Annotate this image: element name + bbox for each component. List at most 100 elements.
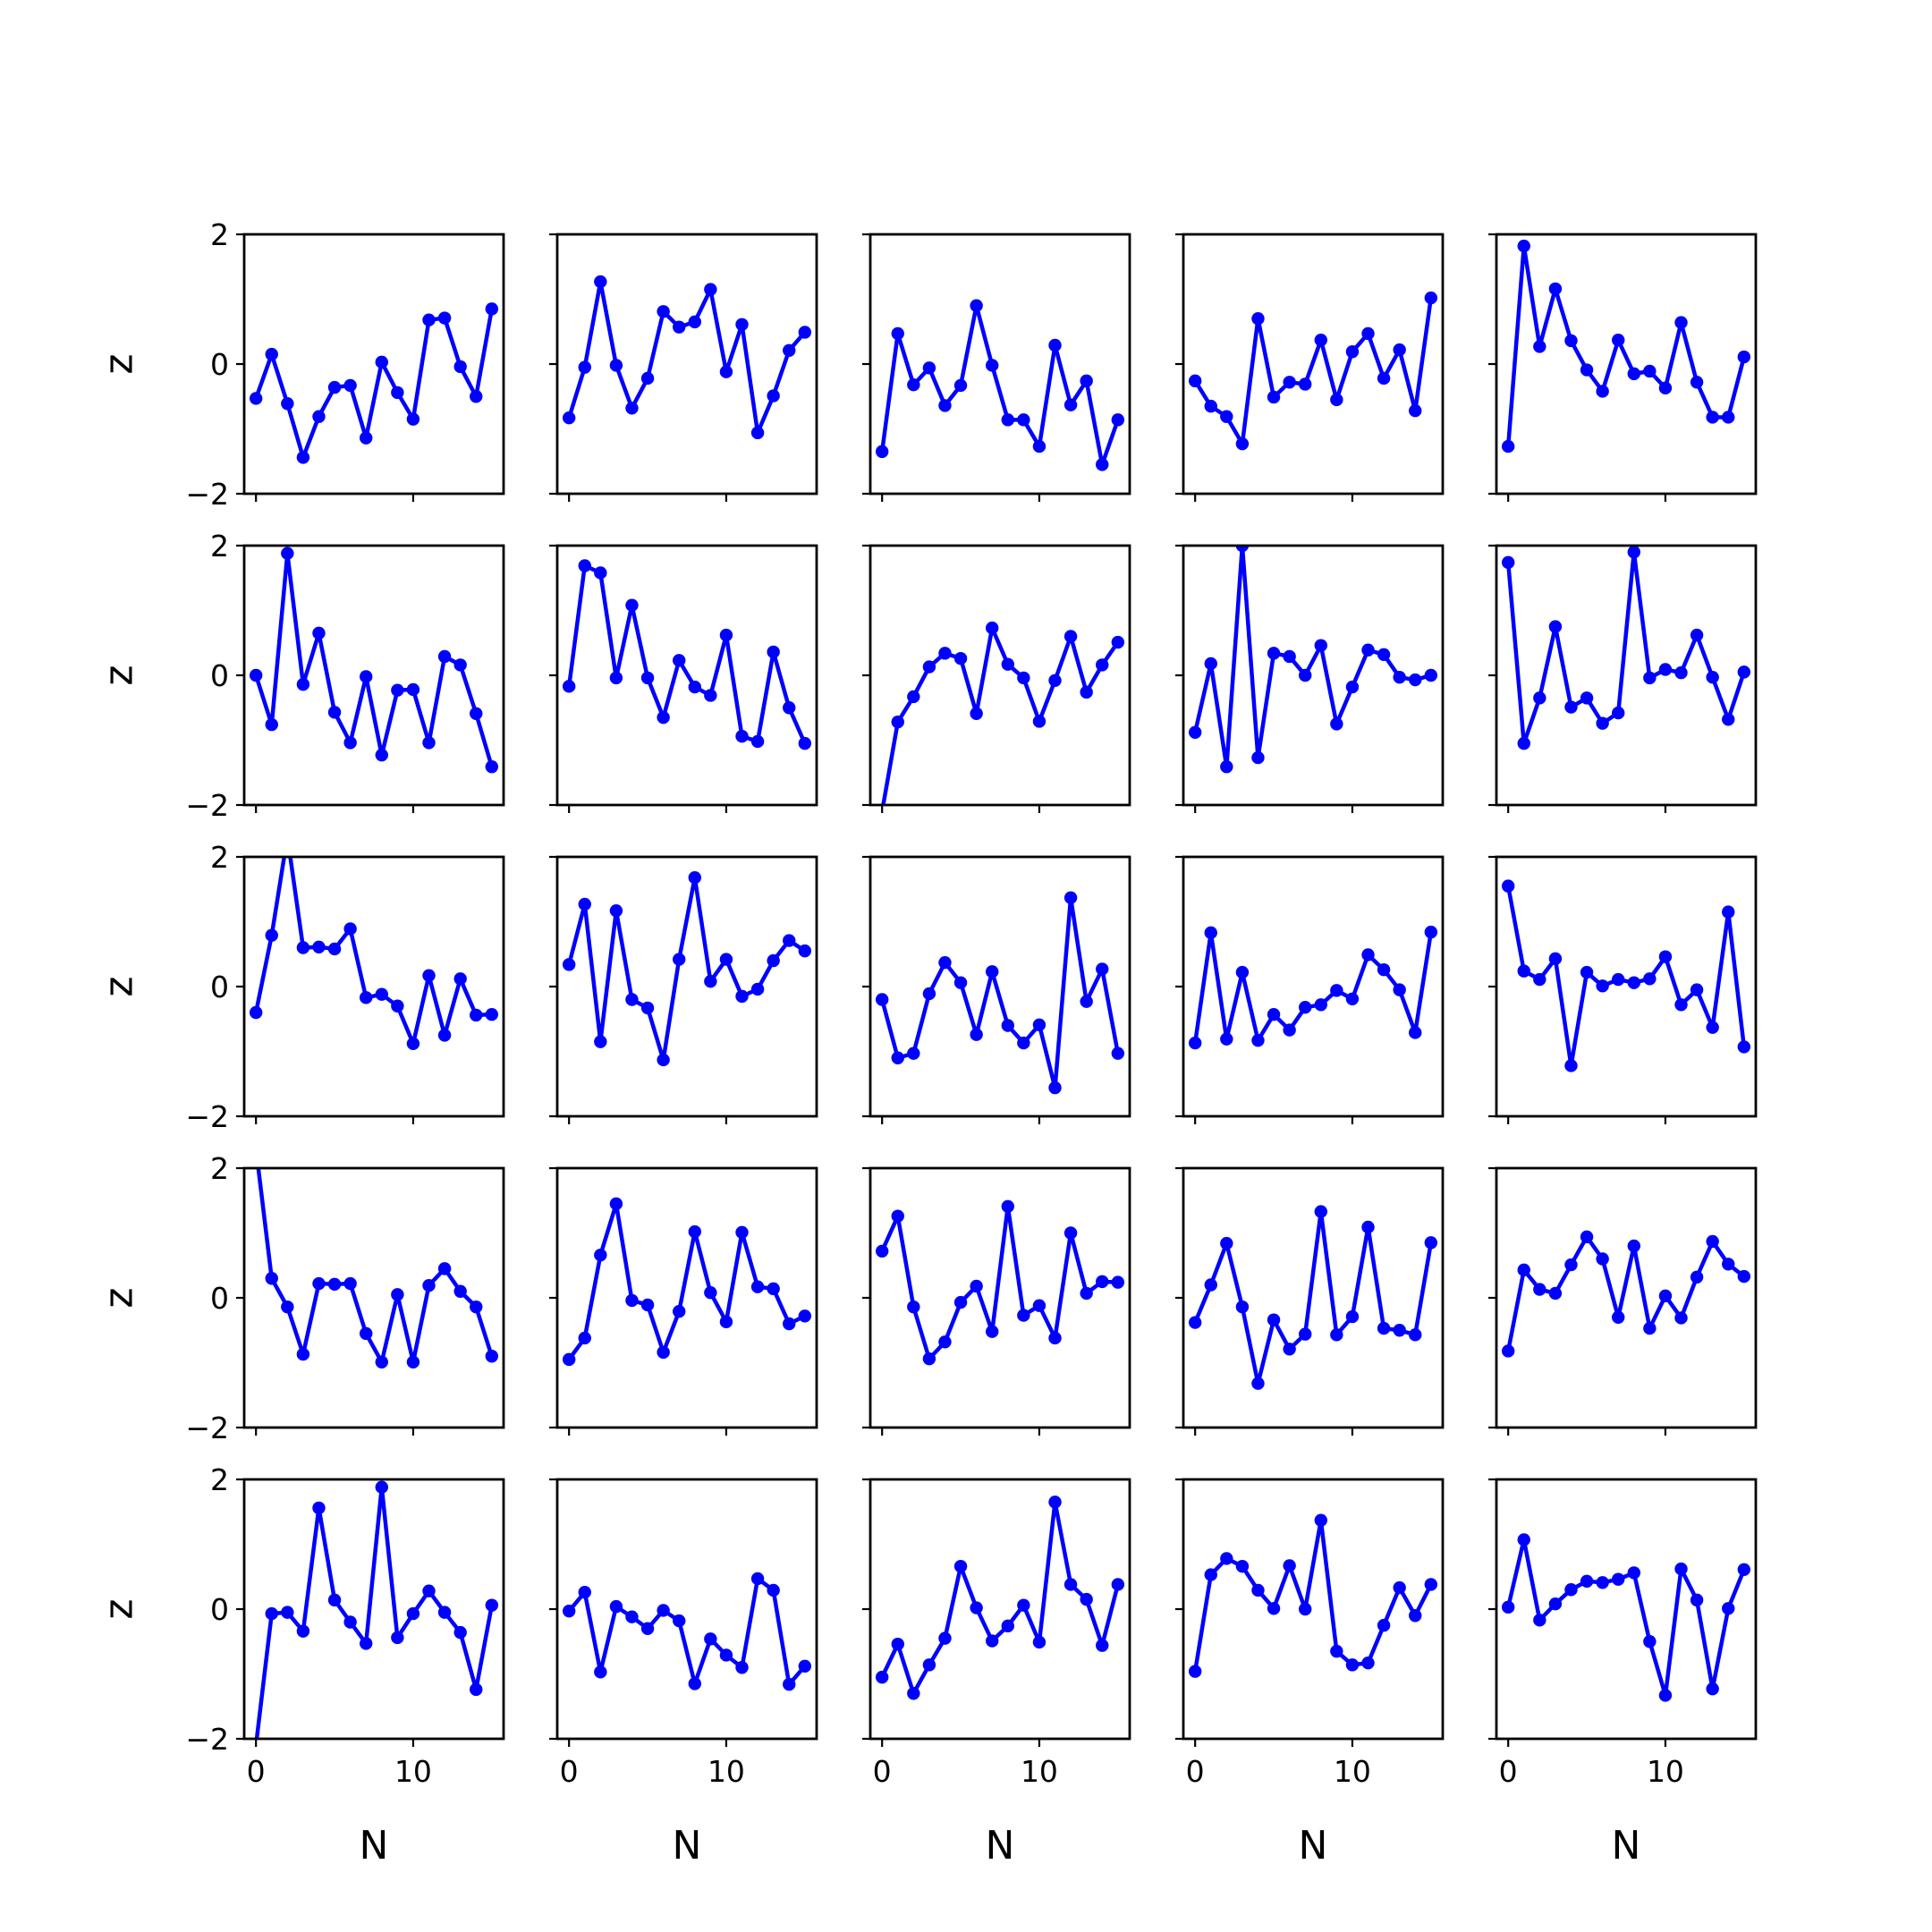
data-point	[281, 1606, 294, 1619]
data-point	[1674, 665, 1688, 680]
x-axis-label: N	[1612, 1823, 1641, 1868]
data-point	[485, 1598, 499, 1612]
x-tick-label: 10	[1647, 1754, 1684, 1789]
series-group	[1188, 546, 1438, 774]
data-point	[1658, 381, 1673, 395]
subplot-r5-c5: 0 10N	[1488, 1478, 1758, 1868]
data-point	[1001, 1019, 1014, 1032]
x-tick-label: 0	[560, 1754, 579, 1789]
data-point	[783, 343, 796, 357]
subplot-r5-c3: 0 10N	[862, 1478, 1131, 1868]
data-point	[1501, 439, 1515, 453]
data-point	[609, 1197, 623, 1211]
data-point	[1533, 972, 1546, 987]
data-point	[953, 651, 968, 665]
data-point	[891, 1051, 904, 1064]
data-point	[1330, 1328, 1343, 1342]
data-point	[938, 1335, 952, 1349]
data-point	[640, 1622, 655, 1635]
data-point	[1377, 371, 1391, 386]
data-point	[922, 987, 936, 1001]
x-tick-label: 0	[247, 1754, 266, 1789]
data-point	[970, 1028, 983, 1041]
data-point	[1722, 411, 1735, 424]
series-group	[1501, 239, 1751, 453]
series-line	[254, 1485, 495, 1739]
data-point	[422, 313, 436, 326]
data-point	[453, 360, 467, 374]
data-point	[1564, 700, 1578, 714]
data-point	[312, 1276, 326, 1291]
data-point	[1533, 340, 1546, 353]
data-point	[625, 402, 639, 415]
data-point	[986, 1325, 999, 1338]
data-point	[1548, 282, 1563, 296]
subplot-r4-c2	[549, 1166, 818, 1436]
data-point	[1032, 439, 1046, 453]
data-point	[1564, 334, 1578, 348]
y-tick-label: 0	[210, 347, 229, 382]
series-group	[249, 547, 499, 774]
data-point	[312, 410, 326, 423]
data-point	[640, 1001, 655, 1015]
data-point	[798, 1659, 812, 1674]
data-point	[1204, 1278, 1217, 1292]
data-point	[1080, 374, 1093, 388]
data-point	[688, 871, 701, 885]
data-point	[719, 365, 733, 378]
data-point	[1299, 377, 1312, 391]
axes-frame	[869, 855, 1131, 1118]
data-point	[1424, 925, 1438, 939]
data-point	[360, 1637, 373, 1650]
data-point	[1674, 998, 1688, 1012]
data-point	[327, 706, 342, 719]
data-point	[767, 953, 780, 968]
data-point	[1361, 1220, 1375, 1234]
data-point	[735, 729, 749, 743]
data-point	[1204, 399, 1217, 413]
data-point	[1080, 685, 1093, 699]
data-point	[1517, 964, 1530, 978]
data-point	[970, 707, 983, 720]
subplot-r2-c2	[549, 544, 818, 813]
data-point	[875, 993, 889, 1006]
data-point	[1111, 635, 1125, 649]
data-point	[1596, 1576, 1609, 1589]
data-point	[1032, 1018, 1046, 1031]
axes-frame	[869, 544, 1131, 807]
data-point	[719, 628, 733, 642]
data-point	[1564, 1258, 1578, 1272]
y-tick-label: 0	[210, 1592, 229, 1627]
data-point	[1674, 1562, 1688, 1576]
data-point	[296, 677, 310, 691]
data-point	[922, 660, 936, 674]
series-line	[567, 1201, 806, 1361]
data-point	[1267, 1007, 1281, 1021]
data-point	[281, 397, 294, 411]
series-line	[566, 564, 807, 745]
data-point	[1643, 1635, 1657, 1648]
data-point	[1612, 1572, 1625, 1586]
data-point	[1737, 350, 1751, 364]
data-point	[1361, 948, 1375, 962]
data-point	[391, 999, 404, 1013]
data-point	[265, 717, 278, 732]
data-point	[625, 598, 639, 612]
series-line	[567, 875, 807, 1063]
data-point	[343, 1276, 357, 1291]
data-point	[798, 1309, 812, 1323]
axes-frame	[1495, 233, 1758, 496]
subplot-r1-c1: −2 0 2 z	[97, 217, 505, 512]
series-line	[1505, 1234, 1746, 1352]
data-point	[1267, 1602, 1281, 1615]
data-point	[1235, 1559, 1250, 1573]
data-point	[1409, 1328, 1422, 1342]
data-point	[640, 671, 655, 685]
subplot-r5-c1: 0 10 −2 0 2 Nz	[97, 1462, 505, 1868]
series-line	[879, 303, 1120, 467]
axes-frame	[1182, 1478, 1445, 1741]
data-point	[485, 760, 499, 774]
data-point	[1424, 291, 1438, 305]
subplot-r2-c1: −2 0 2 z	[97, 529, 505, 823]
data-point	[657, 1345, 670, 1360]
